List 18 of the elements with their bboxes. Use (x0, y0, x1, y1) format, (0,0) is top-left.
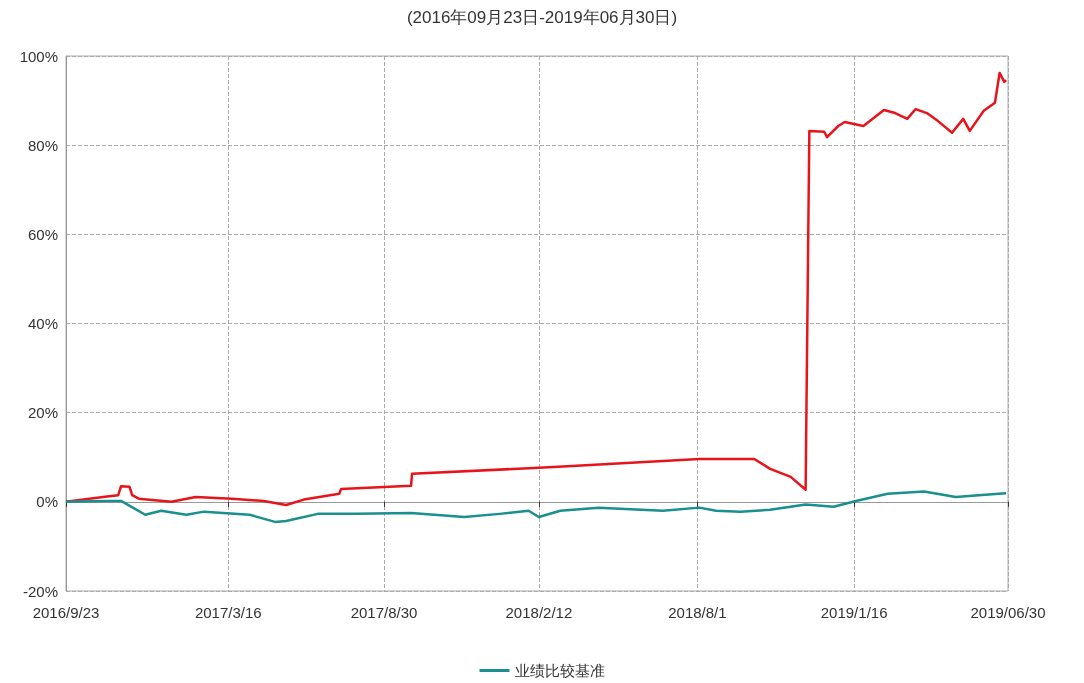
y-tick-label: 20% (27, 404, 58, 422)
y-tick-label: 60% (27, 225, 58, 243)
y-tick-label: 100% (19, 47, 58, 65)
line-series (64, 490, 1008, 524)
y-tick-label: 0% (36, 493, 58, 511)
x-tick-label: 2018/8/1 (668, 604, 727, 621)
x-tick-label: 2019/1/16 (820, 604, 888, 621)
line-series (64, 71, 1008, 507)
x-tick-label: 2017/3/16 (194, 604, 262, 621)
y-tick-label: 80% (27, 136, 58, 154)
x-tick-label: 2017/8/30 (350, 604, 418, 621)
x-tick-label: 2016/9/23 (32, 604, 100, 621)
y-tick-label: -20% (22, 582, 58, 600)
x-tick-label: 2019/06/30 (970, 604, 1046, 621)
x-tick-label: 2018/2/12 (505, 604, 573, 621)
legend-label: 业绩比较基准 (514, 662, 605, 679)
y-tick-label: 40% (27, 315, 58, 332)
chart-title: (2016年09月23日-2019年06月30日) (406, 8, 678, 27)
